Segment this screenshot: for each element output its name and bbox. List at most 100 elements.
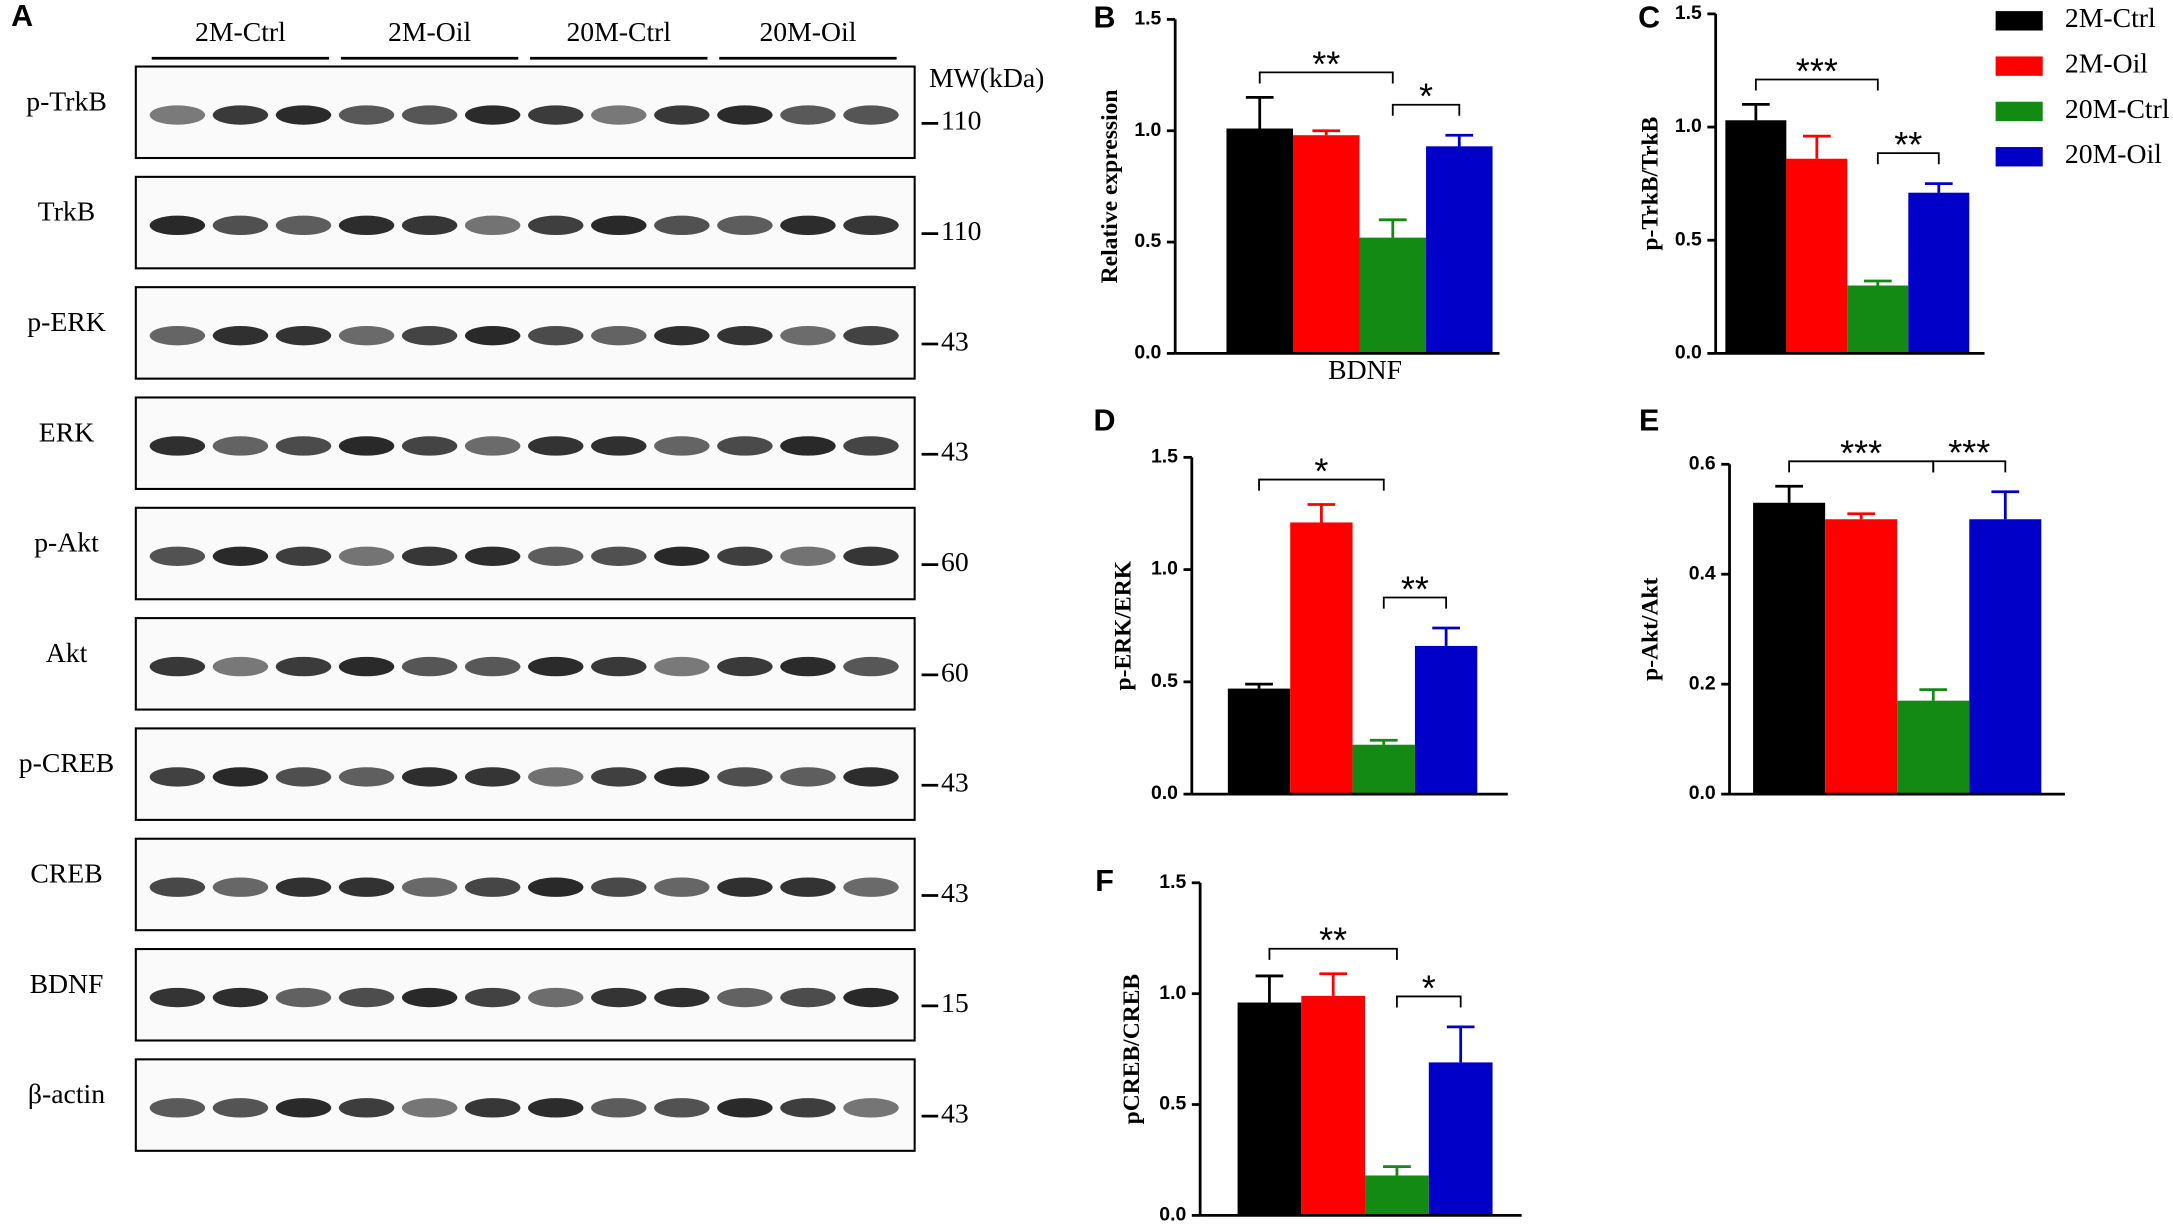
blot-band [528, 546, 584, 566]
blot-band [149, 546, 206, 566]
error-bar [1245, 682, 1273, 689]
legend-label: 20M-Ctrl [2065, 93, 2170, 124]
error-bar [1383, 1165, 1411, 1176]
blot-band [717, 105, 773, 125]
blot-band [780, 987, 836, 1008]
blot-band [843, 767, 899, 787]
blot-band [843, 877, 899, 897]
y-tick-label: 0.0 [1159, 1204, 1186, 1226]
bar [1725, 120, 1787, 354]
legend-label: 20M-Oil [2065, 138, 2162, 169]
y-tick-label: 0.5 [1134, 230, 1161, 252]
bar [1226, 128, 1293, 354]
blot-band [401, 105, 458, 125]
blot-band [464, 325, 521, 346]
y-tick-label: 1.0 [1159, 982, 1186, 1004]
bar [1359, 237, 1427, 354]
legend-swatch [1995, 101, 2043, 122]
mw-label: 60 [941, 656, 969, 687]
blot-band [780, 105, 836, 125]
blot-band [149, 105, 206, 125]
error-bar [1991, 490, 2020, 520]
blot-band [149, 987, 206, 1008]
blot-band [717, 546, 773, 566]
blot-band [528, 325, 584, 346]
bar [1365, 1175, 1429, 1216]
group-label: 20M-Oil [759, 16, 856, 47]
protein-label: β-actin [28, 1078, 105, 1109]
blot-band [591, 325, 647, 346]
blot-band [212, 987, 269, 1008]
error-bar [1445, 133, 1474, 147]
protein-label: p-CREB [19, 747, 114, 778]
error-bar [1446, 1025, 1475, 1063]
significance-label: ** [1312, 43, 1340, 84]
blot-band [843, 105, 899, 125]
blot-band [275, 1098, 332, 1118]
blot-band [591, 767, 647, 787]
error-bar [1307, 503, 1336, 523]
blot-band [654, 215, 710, 236]
mw-label: 15 [941, 987, 969, 1018]
blot-band [401, 546, 458, 566]
x-axis-label: BDNF [1328, 354, 1402, 385]
blot-band [528, 767, 584, 787]
significance-bracket [1391, 103, 1461, 116]
blot-band [717, 325, 773, 346]
significance-bracket [1258, 478, 1385, 491]
blot-band [654, 656, 710, 677]
blot-band [591, 105, 647, 125]
blot-band [338, 325, 395, 346]
group-label: 20M-Ctrl [566, 16, 671, 47]
blot-band [591, 546, 647, 566]
error-bar [1775, 484, 1803, 503]
protein-label: p-TrkB [26, 85, 107, 116]
panel-letter: E [1639, 404, 1659, 438]
significance-label: ** [1894, 124, 1922, 165]
panel-letter: B [1094, 0, 1116, 34]
blot-band [591, 436, 647, 456]
blot-band [654, 546, 710, 566]
blot-band [338, 436, 395, 456]
blot-band [401, 656, 458, 677]
error-bar [1432, 626, 1460, 646]
protein-label: TrkB [38, 196, 96, 227]
blot-band [212, 656, 269, 677]
blot-band [843, 215, 899, 236]
blot-band [464, 215, 521, 236]
blot-band [149, 656, 206, 677]
blot-band [717, 215, 773, 236]
blot-band [212, 105, 269, 125]
mw-title: MW(kDa) [929, 62, 1044, 93]
significance-label: *** [1840, 432, 1882, 473]
blot-band [780, 436, 836, 456]
significance-bracket [1258, 71, 1394, 84]
protein-label: ERK [39, 416, 94, 447]
blot-band [654, 436, 710, 456]
significance-bracket [1382, 596, 1448, 609]
blot-band [654, 877, 710, 897]
blot-band [149, 877, 206, 897]
significance-label: *** [1796, 50, 1838, 91]
significance-bracket [1268, 947, 1398, 960]
bar [1292, 135, 1360, 354]
blot-band [212, 215, 269, 236]
y-tick-label: 0.0 [1689, 782, 1716, 804]
blot-band [654, 767, 710, 787]
blot-band [275, 767, 332, 787]
y-tick-label: 1.5 [1675, 2, 1702, 24]
blot-band [528, 877, 584, 897]
bar [1426, 146, 1493, 354]
blot-band [464, 987, 521, 1008]
blot-band [338, 767, 395, 787]
blot-band [401, 1098, 458, 1118]
significance-label: * [1314, 451, 1328, 492]
mw-label: 60 [941, 546, 969, 577]
mw-label: 43 [941, 877, 969, 908]
significance-bracket [1932, 460, 2007, 473]
panel-letter: C [1638, 0, 1660, 34]
legend-swatch [1995, 147, 2043, 167]
y-tick-label: 1.0 [1151, 558, 1178, 580]
significance-label: *** [1948, 432, 1990, 473]
